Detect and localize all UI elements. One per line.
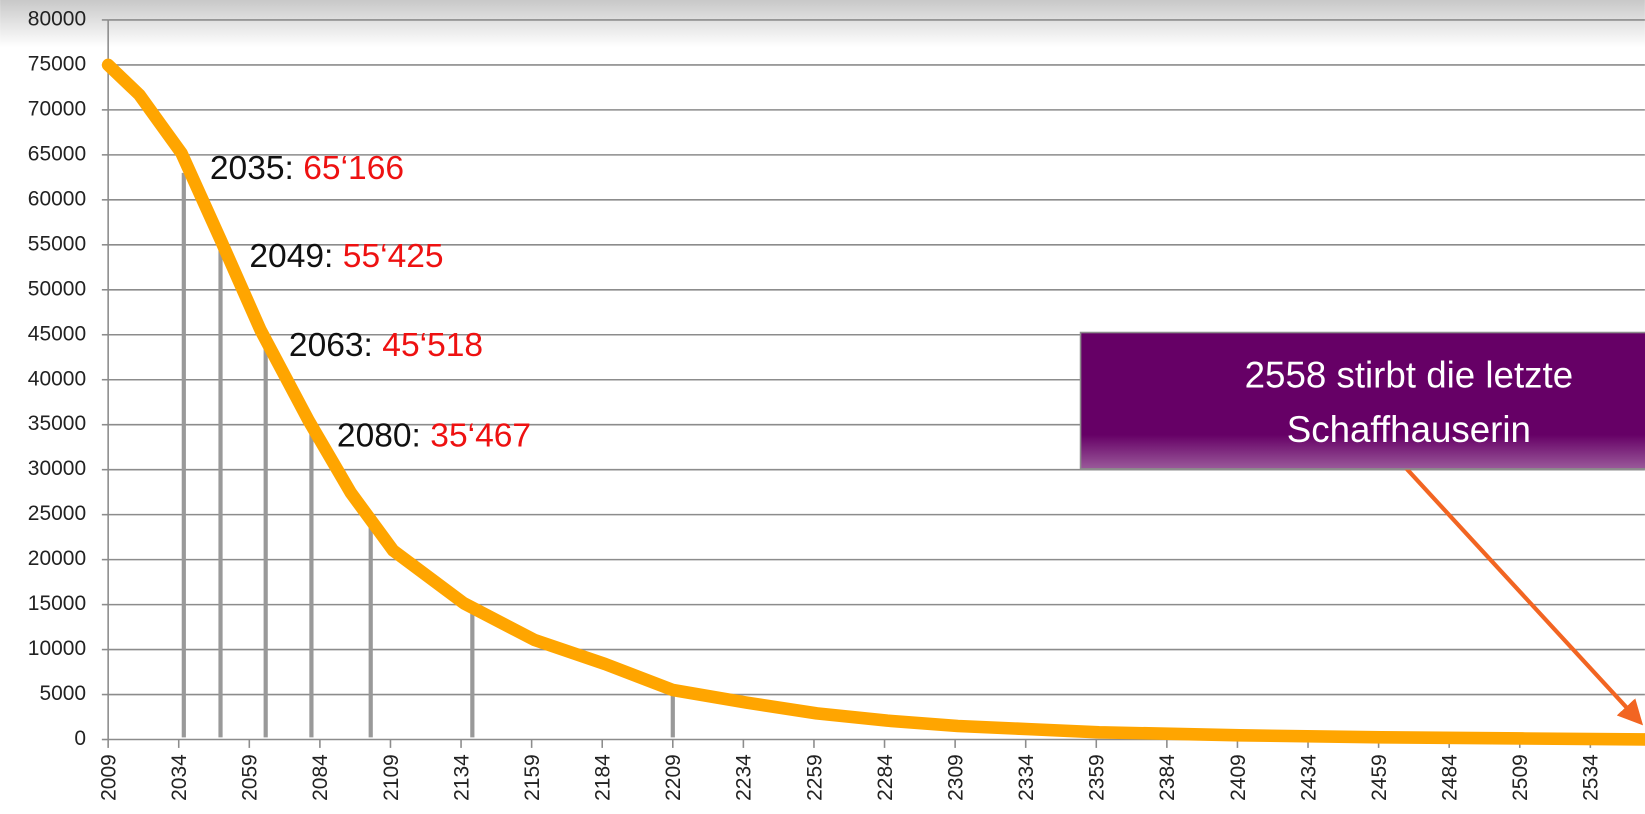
x-tick-label: 2459 [1368, 754, 1391, 801]
y-tick-label: 15000 [28, 592, 86, 615]
x-tick-label: 2084 [309, 754, 332, 801]
y-tick-label: 50000 [28, 277, 86, 300]
x-tick-label: 2409 [1227, 754, 1250, 801]
x-tick-label: 2334 [1015, 754, 1038, 801]
y-tick-label: 30000 [28, 457, 86, 480]
x-tick-label: 2284 [874, 754, 897, 801]
x-tick-label: 2009 [97, 754, 120, 801]
callout-text: 2558 stirbt die letzte [1245, 354, 1573, 395]
x-tick-label: 2384 [1156, 754, 1179, 801]
callout-text: Schaffhauserin [1287, 409, 1531, 450]
annotation-year: 2063: [289, 327, 373, 364]
y-tick-label: 55000 [28, 232, 86, 255]
annotation: 2049: 55‘425 [249, 238, 443, 275]
x-tick-label: 2059 [239, 754, 262, 801]
labels: 0 5000 10000 15000 20000 25000 30000 35000 40000… [28, 7, 1645, 801]
x-tick-label: 2134 [450, 754, 473, 801]
x-tick-label: 2434 [1297, 754, 1320, 801]
y-tick-label: 5000 [39, 682, 86, 705]
y-tick-label: 0 [74, 727, 86, 750]
y-tick-label: 80000 [28, 7, 86, 30]
annotation: 2035: 65‘166 [210, 150, 404, 187]
x-tick-label: 2159 [521, 754, 544, 801]
x-tick-label: 2184 [592, 754, 615, 801]
y-tick-label: 65000 [28, 142, 86, 165]
y-tick-label: 10000 [28, 637, 86, 660]
x-tick-label: 2209 [662, 754, 685, 801]
annotation-year: 2080: [337, 417, 421, 454]
annotation-value: 55‘425 [343, 238, 444, 275]
x-tick-label: 2359 [1086, 754, 1109, 801]
y-tick-label: 45000 [28, 322, 86, 345]
x-tick-label: 2484 [1439, 754, 1462, 801]
annotation-value: 35‘467 [430, 417, 531, 454]
y-tick-label: 60000 [28, 187, 86, 210]
y-tick-label: 75000 [28, 52, 86, 75]
callout-arrow [1404, 466, 1644, 726]
x-tick-label: 2309 [944, 754, 967, 801]
y-tick-label: 25000 [28, 502, 86, 525]
x-tick-label: 2034 [168, 754, 191, 801]
x-tick-label: 2534 [1580, 754, 1603, 801]
annotation-year: 2035: [210, 150, 294, 187]
marks [101, 58, 1645, 746]
callout-box [1079, 331, 1645, 470]
annotation-value: 45‘518 [382, 327, 483, 364]
x-tick-label: 2509 [1509, 754, 1532, 801]
y-tick-label: 70000 [28, 97, 86, 120]
annotation: 2080: 35‘467 [337, 417, 531, 454]
x-tick-label: 2109 [380, 754, 403, 801]
annotation: 2063: 45‘518 [289, 327, 483, 364]
y-tick-label: 35000 [28, 412, 86, 435]
data-line [101, 58, 1645, 746]
y-tick-label: 40000 [28, 367, 86, 390]
y-tick-label: 20000 [28, 547, 86, 570]
top-shade [0, 0, 1645, 48]
annotation-value: 65‘166 [303, 150, 404, 187]
x-tick-label: 2259 [803, 754, 826, 801]
x-tick-label: 2234 [733, 754, 756, 801]
annotation-year: 2049: [249, 238, 333, 275]
